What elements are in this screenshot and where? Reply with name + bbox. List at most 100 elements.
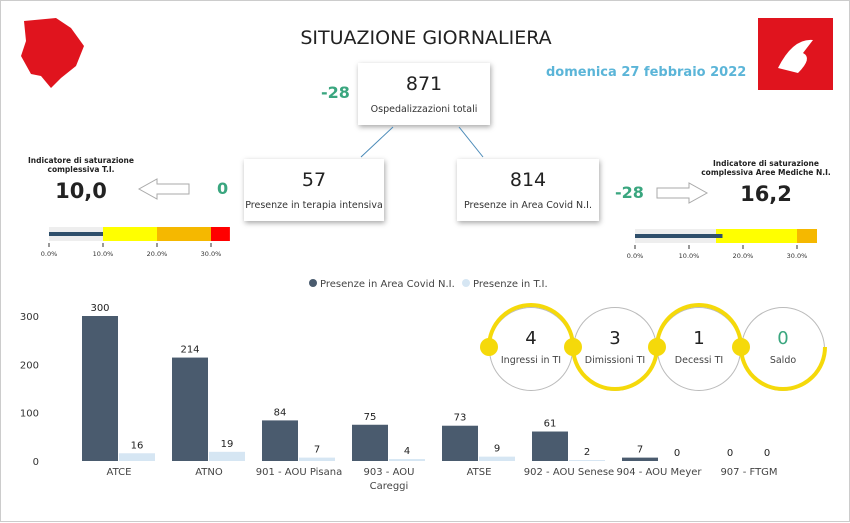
gauge-tick-label: 0.0% (41, 250, 57, 258)
gauge-tick-label: 30.0% (201, 250, 222, 258)
covid-delta: -28 (615, 183, 644, 202)
y-tick-label: 200 (20, 360, 39, 371)
bar (209, 451, 245, 461)
legend-dot-covid (309, 279, 317, 287)
data-label: 19 (221, 439, 234, 450)
ti-card: 57 Presenze in terapia intensiva (244, 159, 384, 221)
gauge-level (635, 234, 723, 238)
total-label: Ospedalizzazioni totali (370, 104, 478, 115)
flow-circle: 3 Dimissioni TI (573, 307, 657, 391)
bar (262, 420, 298, 461)
bar (82, 316, 118, 461)
flow-circle: 1 Decessi TI (657, 307, 741, 391)
total-card: 871 Ospedalizzazioni totali (358, 63, 490, 125)
data-label: 0 (764, 448, 770, 459)
flow-label: Ingressi in TI (500, 355, 562, 366)
ti-gauge: 0.0% 10.0% 20.0% 30.0% (41, 227, 230, 258)
ti-label: Presenze in terapia intensiva (245, 200, 383, 211)
am-indicator-value: 16,2 (740, 182, 792, 206)
x-tick-label: ATCE (107, 467, 132, 478)
total-delta: -28 (321, 83, 350, 102)
ti-value: 57 (301, 169, 327, 191)
legend-ti: Presenze in T.I. (472, 279, 548, 290)
data-label: 0 (727, 448, 733, 459)
y-tick-label: 300 (20, 312, 39, 323)
x-tick-label: ATNO (195, 467, 223, 478)
chart-legend: Presenze in Area Covid N.I. Presenze in … (309, 279, 548, 290)
data-label: 7 (637, 445, 643, 456)
data-label: 214 (180, 345, 199, 356)
data-label: 4 (404, 446, 410, 457)
ti-indicator-subtitle: complessiva T.I. (47, 165, 115, 174)
bar (479, 456, 515, 461)
x-tick-label: 902 - AOU Senese (524, 467, 614, 478)
ti-indicator-title: Indicatore di saturazione (28, 156, 134, 165)
covid-value: 814 (509, 169, 547, 191)
am-indicator-subtitle: complessiva Aree Mediche N.I. (701, 168, 831, 177)
am-indicator: Indicatore di saturazione complessiva Ar… (691, 159, 841, 206)
flow-circle: 4 Ingressi in TI (489, 307, 573, 391)
y-tick-label: 100 (20, 409, 39, 420)
gauge-tick-label: 10.0% (93, 250, 114, 258)
tuscany-map-logo (21, 18, 84, 88)
bar (352, 424, 388, 461)
bar (569, 460, 605, 461)
bar (442, 425, 478, 461)
gauge-band (716, 229, 797, 243)
bar (532, 431, 568, 461)
covid-card: 814 Presenze in Area Covid N.I. (457, 159, 599, 221)
data-label: 16 (131, 440, 144, 451)
legend-covid: Presenze in Area Covid N.I. (320, 279, 455, 290)
data-label: 2 (584, 447, 590, 458)
data-label: 84 (274, 407, 287, 418)
data-label: 0 (674, 448, 680, 459)
x-tick-label: 907 - FTGM (720, 467, 777, 478)
flow-label: Dimissioni TI (584, 355, 646, 366)
data-label: 61 (544, 419, 557, 430)
gauge-tick-label: 20.0% (733, 252, 754, 260)
data-label: 7 (314, 445, 320, 456)
flow-circle: 0 Saldo (741, 307, 825, 391)
x-tick-label: Careggi (370, 481, 409, 492)
page-title: SITUAZIONE GIORNALIERA (300, 27, 552, 49)
gauge-level (49, 232, 103, 236)
ti-delta: 0 (217, 179, 229, 198)
bar (622, 457, 658, 461)
gauge-band (157, 227, 211, 241)
legend-dot-ti (461, 279, 470, 287)
arrow-right-icon (656, 182, 709, 204)
data-label: 300 (90, 303, 109, 314)
gauge-band (797, 229, 817, 243)
am-gauge: 0.0%10.0%20.0%30.0%40.0% (627, 229, 817, 260)
x-tick-label: 901 - AOU Pisana (256, 467, 342, 478)
data-label: 9 (494, 444, 500, 455)
flow-value: 4 (525, 328, 537, 349)
bar (172, 357, 208, 461)
x-tick-label: ATSE (467, 467, 492, 478)
gauge-tick-label: 10.0% (679, 252, 700, 260)
date-label: domenica 27 febbraio 2022 (546, 65, 747, 80)
data-label: 75 (364, 412, 377, 423)
flow-value: 1 (693, 328, 705, 349)
flow-label: Saldo (769, 355, 797, 366)
bar (119, 453, 155, 461)
y-tick-label: 0 (33, 457, 39, 468)
flow-value: 0 (777, 328, 789, 349)
gauge-tick-label: 20.0% (147, 250, 168, 258)
tuscany-flag-logo (758, 18, 833, 90)
bar (389, 459, 425, 461)
total-value: 871 (405, 73, 443, 95)
gauge-band (103, 227, 157, 241)
ti-indicator: Indicatore di saturazione complessiva T.… (21, 156, 141, 203)
gauge-tick-label: 0.0% (627, 252, 643, 260)
gauge-band (211, 227, 230, 241)
flow-label: Decessi TI (674, 355, 724, 366)
data-label: 73 (454, 413, 467, 424)
ti-indicator-value: 10,0 (55, 179, 107, 203)
bar (299, 457, 335, 461)
x-tick-label: 903 - AOU (364, 467, 415, 478)
gauge-tick-label: 30.0% (787, 252, 808, 260)
x-tick-label: 904 - AOU Meyer (616, 467, 702, 478)
